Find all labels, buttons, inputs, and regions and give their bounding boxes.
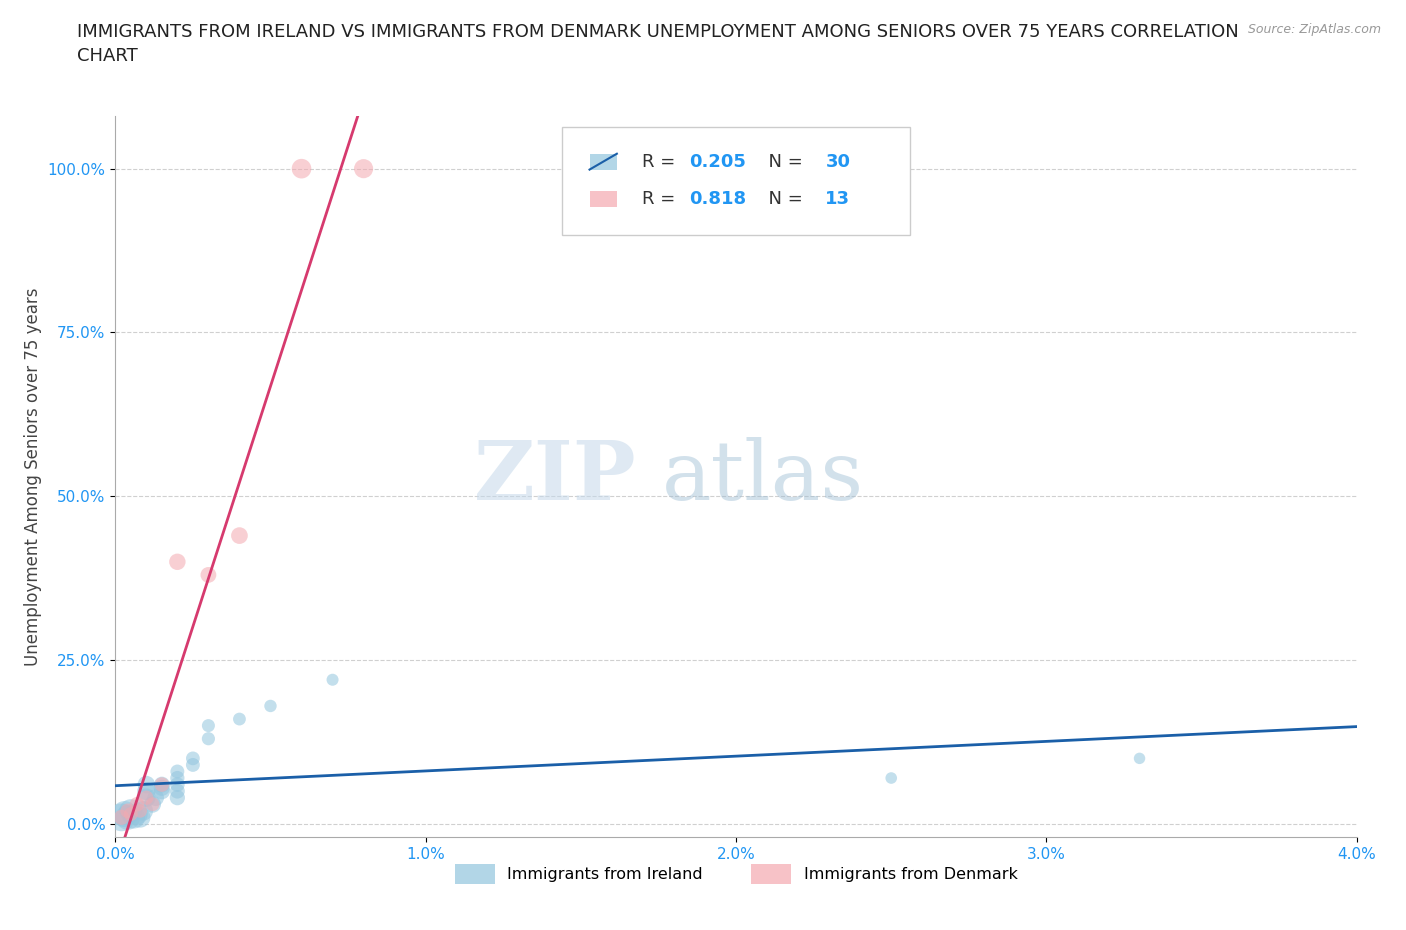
Point xyxy=(129,804,152,818)
Point xyxy=(135,790,157,805)
Point xyxy=(141,797,163,812)
Point xyxy=(197,731,219,746)
Point xyxy=(125,797,148,812)
FancyBboxPatch shape xyxy=(562,127,910,235)
Text: atlas: atlas xyxy=(662,436,863,517)
Text: N =: N = xyxy=(758,153,808,171)
Point xyxy=(228,528,250,543)
Point xyxy=(150,777,173,792)
Point xyxy=(880,771,903,786)
FancyBboxPatch shape xyxy=(589,153,617,169)
Point xyxy=(181,757,204,772)
Legend: Immigrants from Ireland, Immigrants from Denmark: Immigrants from Ireland, Immigrants from… xyxy=(449,858,1024,890)
Text: R =: R = xyxy=(641,153,681,171)
Point xyxy=(114,806,136,821)
Text: 0.205: 0.205 xyxy=(689,153,745,171)
Point xyxy=(125,806,148,821)
Point xyxy=(166,771,188,786)
Point xyxy=(181,751,204,765)
Point xyxy=(150,780,173,795)
Text: IMMIGRANTS FROM IRELAND VS IMMIGRANTS FROM DENMARK UNEMPLOYMENT AMONG SENIORS OV: IMMIGRANTS FROM IRELAND VS IMMIGRANTS FR… xyxy=(77,23,1239,65)
Point xyxy=(197,718,219,733)
Text: 0.818: 0.818 xyxy=(689,190,747,208)
Point xyxy=(322,672,344,687)
Text: N =: N = xyxy=(758,190,808,208)
Point xyxy=(117,810,139,825)
Point xyxy=(166,784,188,799)
Text: ZIP: ZIP xyxy=(474,436,637,517)
Point xyxy=(166,777,188,792)
Point xyxy=(141,797,163,812)
Point xyxy=(1128,751,1150,765)
Y-axis label: Unemployment Among Seniors over 75 years: Unemployment Among Seniors over 75 years xyxy=(24,287,42,666)
Point xyxy=(145,790,167,805)
Point xyxy=(120,804,142,818)
Point xyxy=(129,810,152,825)
FancyBboxPatch shape xyxy=(589,192,617,207)
Point xyxy=(197,567,219,582)
Point xyxy=(166,554,188,569)
Point xyxy=(150,777,173,792)
Text: 30: 30 xyxy=(825,153,851,171)
Point xyxy=(166,790,188,805)
Point xyxy=(117,804,139,818)
Text: 13: 13 xyxy=(825,190,851,208)
Text: Source: ZipAtlas.com: Source: ZipAtlas.com xyxy=(1247,23,1381,36)
Point xyxy=(150,784,173,799)
Point xyxy=(135,790,157,805)
Point xyxy=(135,784,157,799)
Point xyxy=(110,810,132,825)
Point xyxy=(122,810,145,825)
Point xyxy=(120,806,142,821)
Point xyxy=(135,777,157,792)
Point xyxy=(353,161,375,176)
Point xyxy=(110,810,132,825)
Point xyxy=(228,711,250,726)
Point xyxy=(259,698,281,713)
Point xyxy=(166,764,188,779)
Point xyxy=(290,161,312,176)
Point xyxy=(132,804,155,818)
Text: R =: R = xyxy=(641,190,681,208)
